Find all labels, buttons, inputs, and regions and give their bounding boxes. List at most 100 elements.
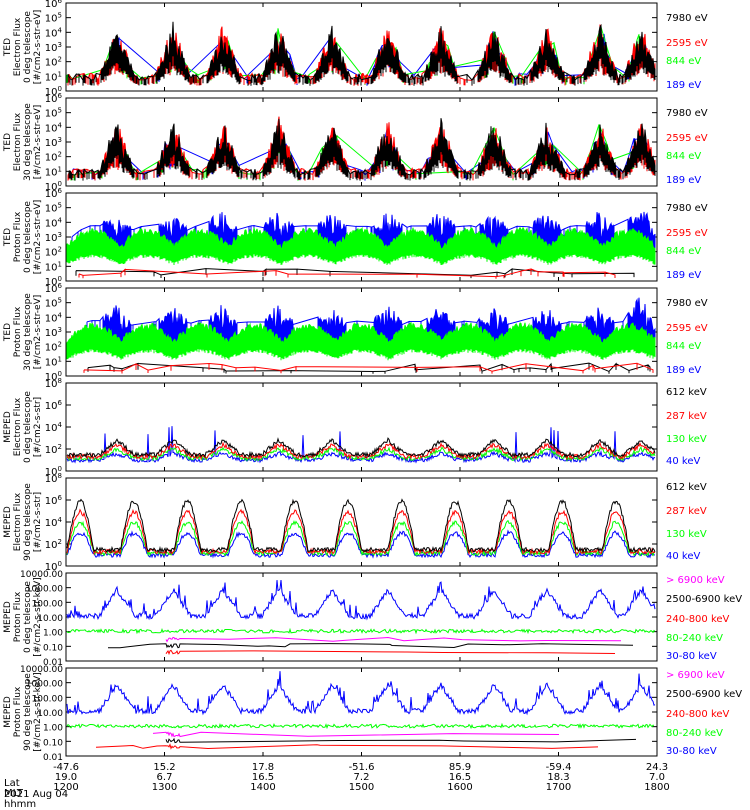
y-axis-label: MEPEDElectron Flux90 deg telescope[#/cm2… xyxy=(3,483,43,561)
series-trace xyxy=(66,671,656,716)
hhmm-tick-label: 1300 xyxy=(152,782,177,793)
hhmm-row-label: hhmm xyxy=(4,799,37,810)
y-tick-label: 105 xyxy=(45,202,62,215)
legend-entry: 844 eV xyxy=(666,56,701,67)
y-tick-label: 105 xyxy=(45,297,62,310)
y-axis-label: TEDProton Flux30 deg telescope[#/cm2-s-s… xyxy=(3,293,43,371)
y-tick-label: 108 xyxy=(45,472,62,485)
legend-entry: 240-800 keV xyxy=(666,614,730,625)
legend-entry: 189 eV xyxy=(666,270,701,281)
series-trace xyxy=(66,580,656,621)
legend-entry: > 6900 keV xyxy=(666,575,725,586)
legend-entry: > 6900 keV xyxy=(666,670,725,681)
y-tick-label: 102 xyxy=(45,341,62,354)
lat-tick-label: 15.2 xyxy=(153,762,175,773)
y-tick-label: 1.00 xyxy=(43,724,63,734)
series-trace xyxy=(66,498,656,554)
y-tick-label: 104 xyxy=(45,311,63,324)
y-tick-label: 103 xyxy=(45,41,62,54)
series-trace xyxy=(95,743,599,750)
y-tick-label: 103 xyxy=(45,326,62,339)
y-tick-label: 101 xyxy=(45,260,62,273)
date-label: 2021 Aug 04 xyxy=(4,789,68,800)
legend-entry: 189 eV xyxy=(666,365,701,376)
legend-entry: 287 keV xyxy=(666,411,707,422)
legend-entry: 40 keV xyxy=(666,551,700,562)
series-trace xyxy=(152,731,560,738)
y-tick-label: 102 xyxy=(45,56,62,69)
legend-entry: 7980 eV xyxy=(666,13,708,24)
mlt-tick-label: 19.0 xyxy=(55,772,77,783)
y-axis-label: MEPEDProton Flux0 deg telescope[#/cm2-s-… xyxy=(3,577,43,656)
y-tick-label: 101 xyxy=(45,70,62,83)
lat-tick-label: 24.3 xyxy=(646,762,668,773)
y-tick-label: 1.00 xyxy=(43,629,63,639)
legend-entry: 2595 eV xyxy=(666,323,708,334)
y-tick-label: 100 xyxy=(45,85,62,98)
hhmm-tick-label: 1800 xyxy=(644,782,669,793)
y-tick-label: 1000.00 xyxy=(26,585,63,595)
y-axis-label: TEDProton Flux0 deg telescope[#/cm2-s-st… xyxy=(3,200,43,275)
legend-entry: 2595 eV xyxy=(666,228,708,239)
legend-entry: 612 keV xyxy=(666,482,707,493)
y-tick-label: 100.00 xyxy=(32,599,64,609)
legend-entry: 2500-6900 keV xyxy=(666,594,742,605)
legend-entry: 189 eV xyxy=(666,175,701,186)
hhmm-tick-label: 1400 xyxy=(250,782,275,793)
y-tick-label: 102 xyxy=(45,538,62,551)
y-tick-label: 104 xyxy=(45,216,63,229)
y-tick-label: 100 xyxy=(45,465,62,478)
legend-entry: 40 keV xyxy=(666,456,700,467)
hhmm-tick-label: 1500 xyxy=(349,782,374,793)
y-tick-label: 104 xyxy=(45,516,63,529)
y-tick-label: 100.00 xyxy=(32,694,64,704)
legend-entry: 7980 eV xyxy=(666,298,708,309)
lat-tick-label: 17.8 xyxy=(252,762,274,773)
y-tick-label: 105 xyxy=(45,12,62,25)
legend-entry: 844 eV xyxy=(666,341,701,352)
y-axis-label: MEPEDElectron Flux0 deg telescope[#/cm2-… xyxy=(3,391,43,463)
series-trace xyxy=(75,268,635,279)
mlt-tick-label: 18.3 xyxy=(547,772,569,783)
mlt-tick-label: 7.0 xyxy=(649,772,665,783)
y-tick-label: 102 xyxy=(45,443,62,456)
legend-entry: 2595 eV xyxy=(666,38,708,49)
legend-entry: 287 keV xyxy=(666,506,707,517)
lat-tick-label: 85.9 xyxy=(449,762,471,773)
y-tick-label: 102 xyxy=(45,151,62,164)
hhmm-tick-label: 1200 xyxy=(53,782,78,793)
y-tick-label: 105 xyxy=(45,107,62,120)
series-trace xyxy=(165,737,637,744)
y-tick-label: 106 xyxy=(45,494,63,507)
series-trace xyxy=(78,268,616,279)
y-tick-label: 106 xyxy=(45,92,63,105)
legend-entry: 130 keV xyxy=(666,529,707,540)
y-tick-label: 106 xyxy=(45,282,63,295)
legend-entry: 612 keV xyxy=(666,387,707,398)
y-tick-label: 100 xyxy=(45,560,62,573)
y-tick-label: 1000.00 xyxy=(26,680,63,690)
legend-entry: 2500-6900 keV xyxy=(666,689,742,700)
y-tick-label: 0.01 xyxy=(43,658,63,668)
y-tick-label: 0.10 xyxy=(43,643,63,653)
y-tick-label: 10.00 xyxy=(37,614,63,624)
series-trace xyxy=(68,118,656,181)
series-trace xyxy=(66,426,656,464)
y-tick-label: 104 xyxy=(45,121,63,134)
y-tick-label: 100 xyxy=(45,180,62,193)
y-axis-label: TEDElectron Flux30 deg telescope[#/cm2-s… xyxy=(3,103,43,181)
mlt-tick-label: 16.5 xyxy=(449,772,471,783)
y-tick-label: 102 xyxy=(45,246,62,259)
legend-entry: 844 eV xyxy=(666,246,701,257)
series-trace xyxy=(165,649,616,656)
series-trace xyxy=(66,226,656,265)
series-trace xyxy=(66,321,656,361)
y-tick-label: 103 xyxy=(45,231,62,244)
y-tick-label: 100 xyxy=(45,370,62,383)
y-tick-label: 10000.00 xyxy=(20,665,63,675)
legend-entry: 189 eV xyxy=(666,80,701,91)
legend-entry: 240-800 keV xyxy=(666,709,730,720)
legend-entry: 80-240 keV xyxy=(666,633,723,644)
y-tick-label: 101 xyxy=(45,165,62,178)
